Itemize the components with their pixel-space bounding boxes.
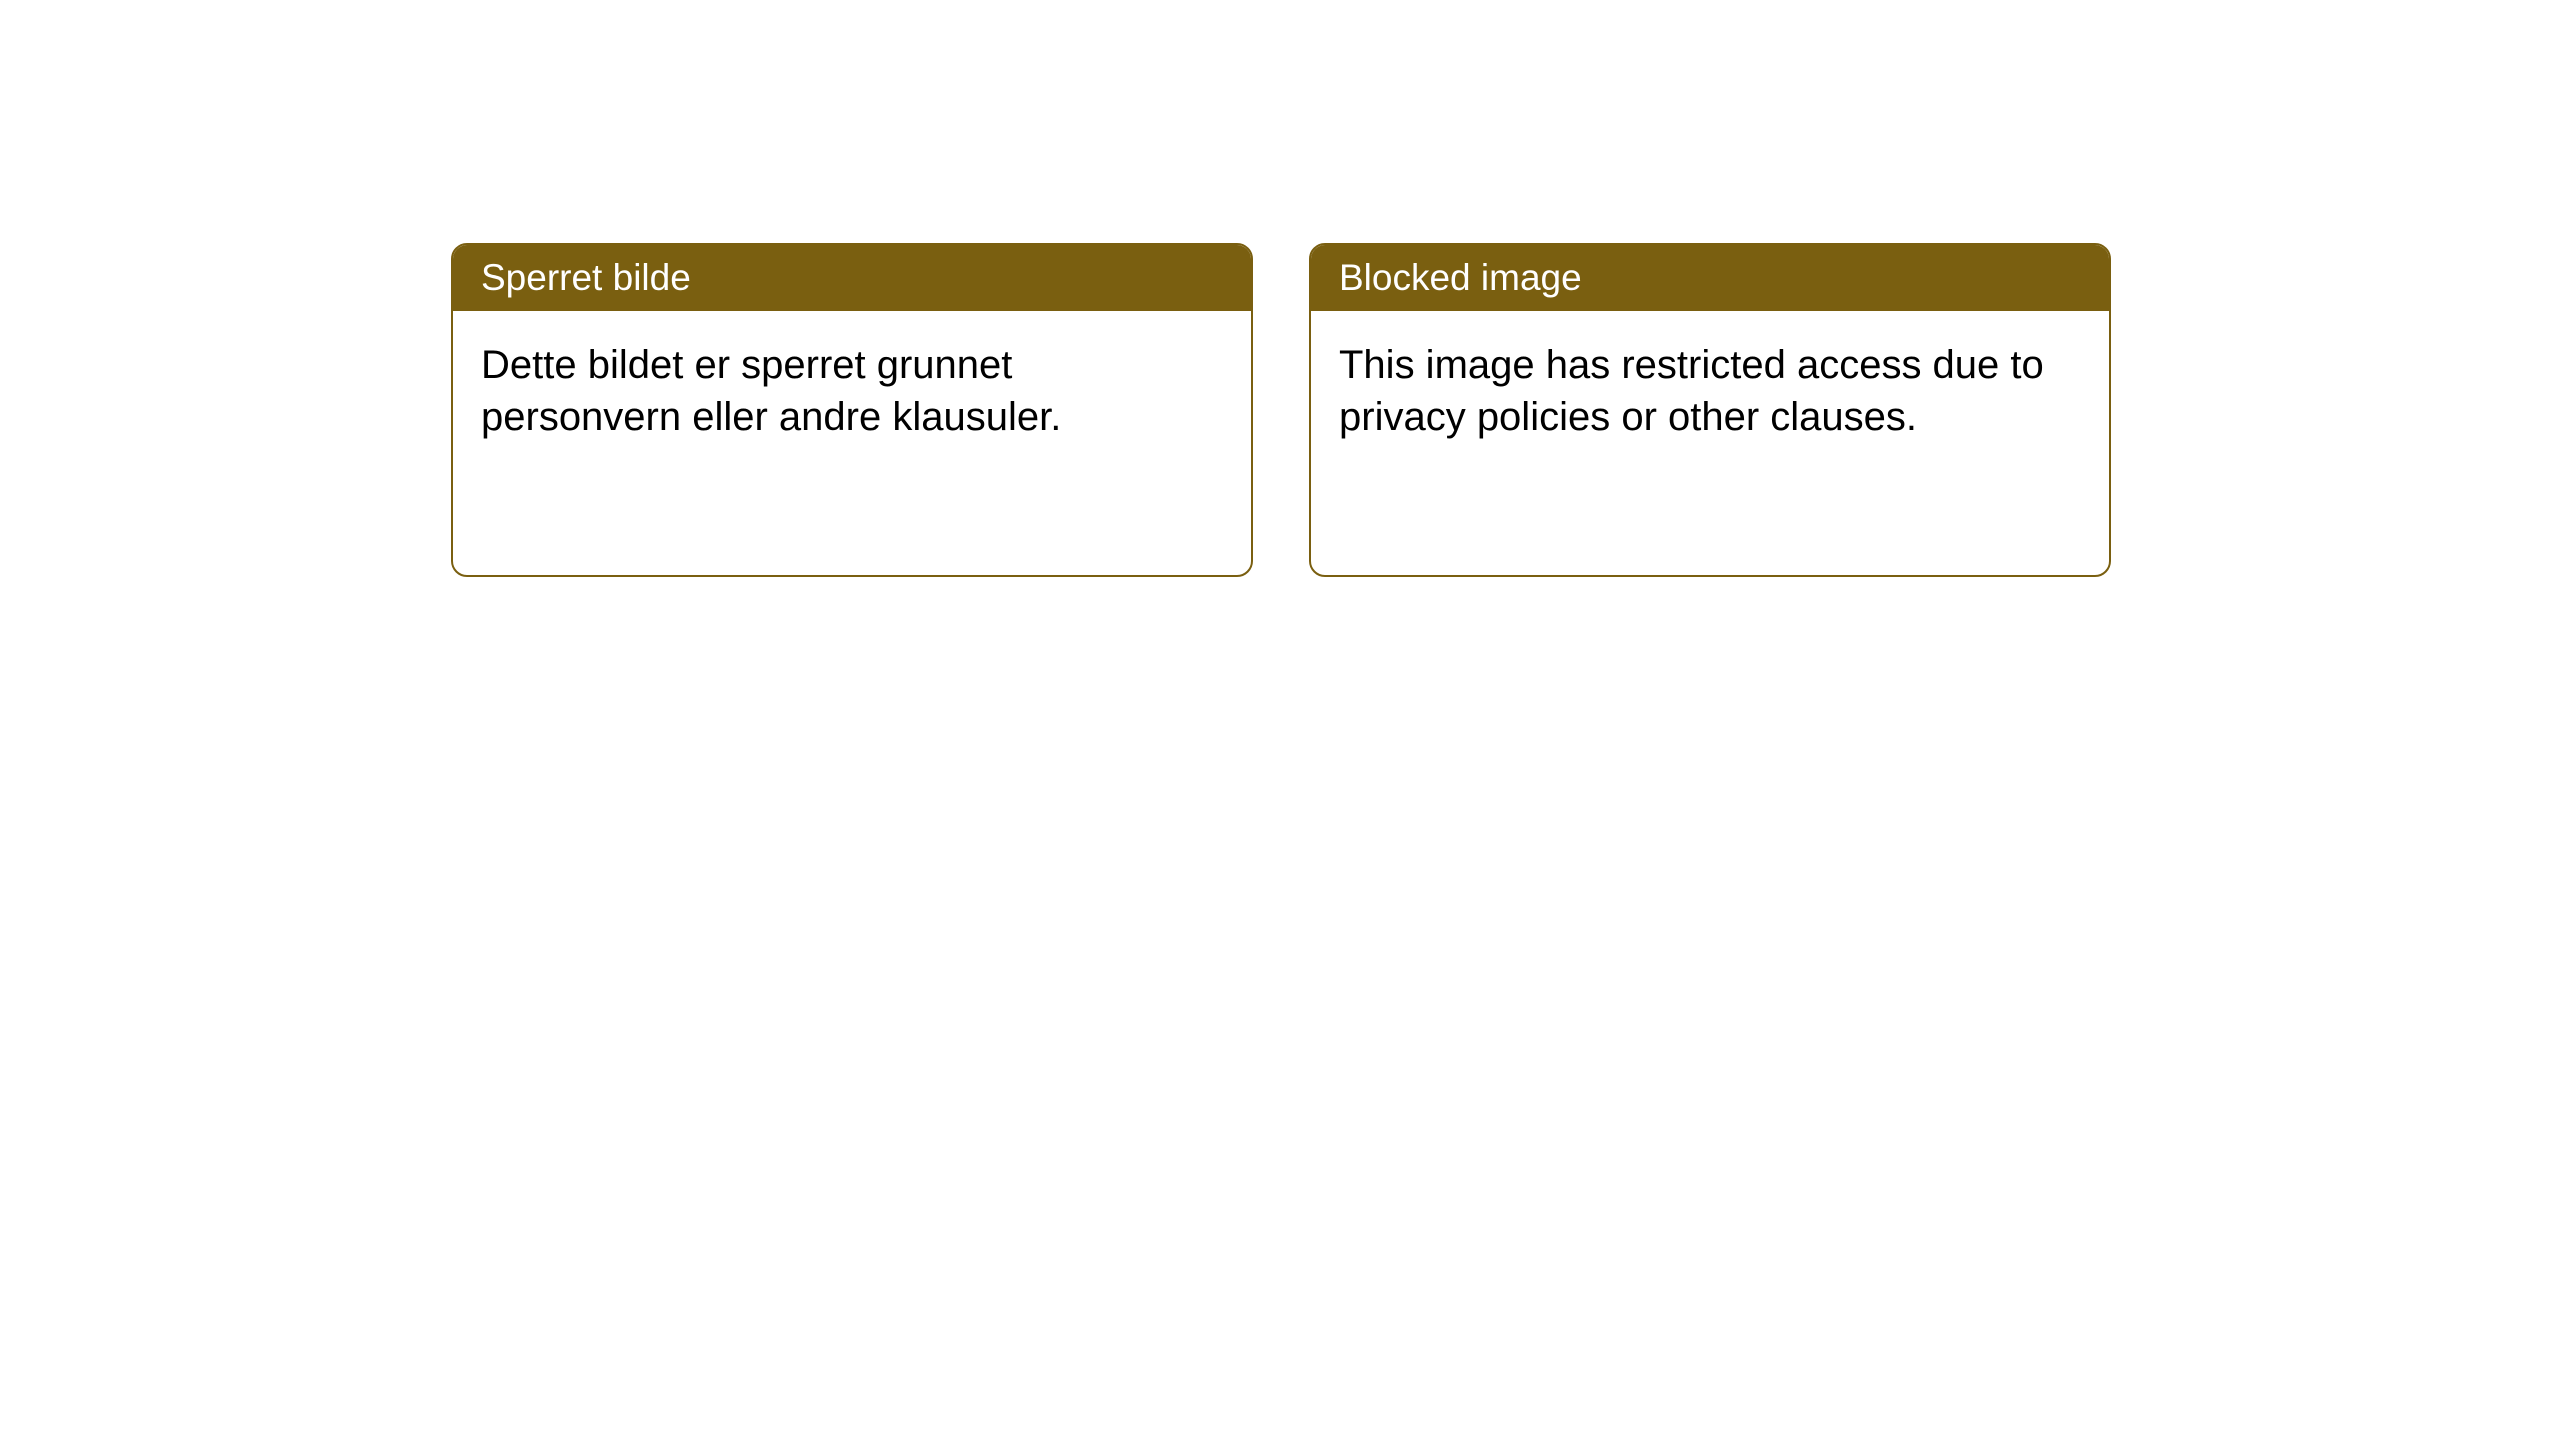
card-message: This image has restricted access due to … [1339, 343, 2044, 439]
card-header: Blocked image [1311, 245, 2109, 311]
card-title: Sperret bilde [481, 257, 691, 298]
card-body: Dette bildet er sperret grunnet personve… [453, 311, 1251, 471]
card-body: This image has restricted access due to … [1311, 311, 2109, 471]
notice-card-norwegian: Sperret bilde Dette bildet er sperret gr… [451, 243, 1253, 577]
notice-card-english: Blocked image This image has restricted … [1309, 243, 2111, 577]
card-header: Sperret bilde [453, 245, 1251, 311]
notice-container: Sperret bilde Dette bildet er sperret gr… [0, 0, 2560, 577]
card-title: Blocked image [1339, 257, 1582, 298]
card-message: Dette bildet er sperret grunnet personve… [481, 343, 1061, 439]
